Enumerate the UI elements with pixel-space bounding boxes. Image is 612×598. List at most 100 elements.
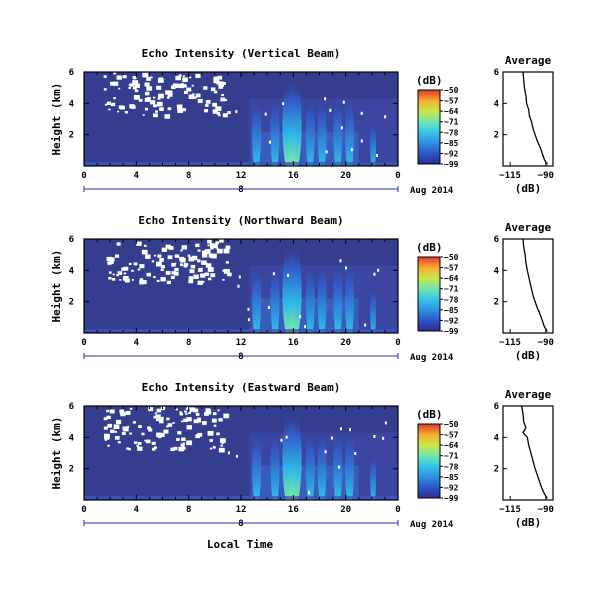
- average-y-tick-label: 6: [494, 235, 499, 245]
- colorbar-tick-label: −92: [444, 316, 459, 325]
- heatmap-nodata-cell: [195, 243, 200, 248]
- heatmap-nodata-cell: [104, 103, 108, 106]
- y-tick-label: 6: [69, 68, 74, 78]
- heatmap-nodata: [103, 406, 387, 495]
- heatmap-nodata-cell: [137, 442, 142, 445]
- heatmap-nodata-cell: [197, 98, 203, 103]
- heatmap-nodata-cell: [216, 82, 220, 85]
- heatmap-nodata-cell: [148, 428, 153, 432]
- x-tick-label: 0: [395, 338, 400, 348]
- heatmap-nodata-cell: [160, 264, 165, 269]
- average-y-tick-label: 6: [494, 402, 499, 412]
- heatmap-nodata-cell: [221, 84, 225, 87]
- heatmap-nodata-cell: [173, 446, 178, 451]
- average-line: [522, 71, 548, 165]
- heatmap-nodata-cell: [111, 277, 116, 281]
- heatmap-nodata-cell: [209, 439, 213, 442]
- heatmap-nodata-cell: [129, 432, 132, 435]
- heatmap-nodata-cell: [131, 278, 134, 281]
- colorbar-tick-label: −78: [444, 295, 459, 304]
- heatmap-nodata-cell: [145, 254, 151, 259]
- heatmap-nodata-cell: [168, 90, 173, 94]
- heatmap-nodata-cell: [118, 105, 124, 109]
- heatmap-nodata-cell: [212, 412, 217, 416]
- heatmap-nodata-cell: [222, 81, 226, 85]
- heatmap-band: [305, 426, 315, 500]
- heatmap-nodata-cell: [225, 261, 229, 264]
- heatmap-nodata-cell: [109, 409, 115, 414]
- heatmap-nodata-cell: [210, 253, 217, 259]
- colorbar-tick-label: −99: [444, 327, 459, 336]
- heatmap-nodata-cell: [215, 106, 219, 110]
- heatmap-nodata-cell: [181, 446, 186, 450]
- heatmap-nodata-cell: [216, 432, 220, 436]
- heatmap-nodata-cell: [203, 109, 209, 113]
- heatmap-nodata-cell: [181, 437, 186, 442]
- heatmap-nodata-cell: [268, 140, 271, 144]
- colorbar-unit: (dB): [416, 241, 443, 254]
- x-tick-label: 0: [81, 505, 86, 515]
- heatmap-nodata-cell: [195, 434, 201, 439]
- heatmap-nodata-cell: [197, 280, 203, 285]
- y-tick-label: 4: [69, 266, 75, 276]
- heatmap-nodata-cell: [210, 273, 216, 278]
- heatmap-nodata-cell: [165, 244, 171, 249]
- heatmap-nodata-cell: [155, 418, 160, 422]
- heatmap-nodata-cell: [128, 87, 131, 90]
- heatmap-nodata-cell: [141, 432, 145, 436]
- heatmap-nodata-cell: [272, 272, 275, 276]
- colorbar: [417, 423, 441, 499]
- heatmap-nodata-cell: [119, 409, 125, 414]
- colorbar: [417, 256, 441, 332]
- heatmap-nodata-cell: [376, 154, 379, 158]
- heatmap-nodata-cell: [267, 305, 270, 309]
- heatmap-nodata-cell: [178, 446, 185, 452]
- heatmap-nodata-cell: [183, 264, 188, 268]
- colorbar: [417, 89, 441, 165]
- heatmap-nodata-cell: [132, 80, 139, 85]
- heatmap-nodata-cell: [177, 431, 182, 435]
- heatmap-nodata-cell: [166, 96, 170, 99]
- heatmap-nodata-cell: [131, 269, 134, 272]
- heatmap-nodata-cell: [175, 75, 182, 81]
- heatmap-nodata-cell: [149, 100, 156, 105]
- heatmap-nodata-cell: [159, 257, 164, 262]
- heatmap-title: Echo Intensity (Vertical Beam): [142, 47, 341, 60]
- heatmap-nodata-cell: [342, 100, 345, 104]
- colorbar-unit: (dB): [416, 74, 443, 87]
- x-tick-label: 16: [288, 171, 299, 181]
- heatmap-band: [270, 259, 280, 333]
- heatmap-nodata-cell: [373, 434, 376, 438]
- heatmap-nodata-cell: [227, 272, 232, 277]
- echo-panel: Echo Intensity (Eastward Beam) 0 4 8 12 16 20 0…: [50, 381, 554, 530]
- heatmap-nodata-cell: [189, 269, 195, 274]
- average-frame: [502, 238, 554, 334]
- heatmap-nodata-cell: [205, 100, 211, 104]
- heatmap-nodata-cell: [186, 440, 193, 446]
- heatmap-nodata-cell: [207, 244, 210, 247]
- heatmap-nodata-cell: [285, 435, 288, 439]
- heatmap-nodata-cell: [191, 84, 194, 87]
- heatmap-nodata-cell: [106, 409, 110, 413]
- date-label: Aug 2014: [410, 186, 454, 196]
- heatmap-band: [317, 92, 327, 166]
- heatmap-nodata-cell: [184, 263, 189, 267]
- heatmap-nodata-cell: [220, 444, 223, 447]
- heatmap-nodata-cell: [212, 446, 216, 449]
- heatmap-nodata-cell: [182, 108, 187, 112]
- heatmap-nodata-cell: [165, 90, 171, 95]
- heatmap-nodata-cell: [116, 75, 122, 80]
- heatmap-nodata-cell: [339, 259, 342, 263]
- heatmap-nodata-cell: [122, 426, 128, 431]
- colorbar-tick-label: −71: [444, 452, 459, 461]
- heatmap-nodata-cell: [152, 447, 156, 451]
- heatmap-nodata-cell: [147, 426, 151, 430]
- x-tick-label: 8: [186, 338, 191, 348]
- heatmap-nodata-cell: [171, 263, 176, 267]
- heatmap-nodata-cell: [197, 417, 202, 421]
- heatmap-nodata-cell: [373, 272, 376, 276]
- heatmap-nodata-cell: [148, 407, 154, 412]
- heatmap-nodata-cell: [216, 247, 219, 250]
- y-tick-label: 2: [69, 298, 74, 308]
- heatmap-nodata-cell: [108, 276, 112, 280]
